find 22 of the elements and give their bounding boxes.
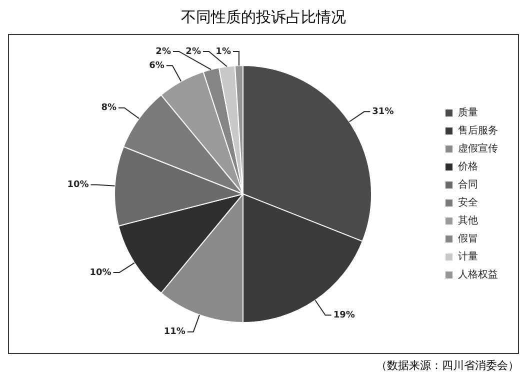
- legend-label: 假冒: [458, 234, 478, 245]
- data-label: 31%: [372, 107, 394, 117]
- legend-label: 人格权益: [458, 268, 498, 281]
- data-label: 10%: [90, 268, 112, 278]
- chart-title: 不同性质的投诉占比情况: [180, 8, 347, 28]
- legend-label: 售后服务: [458, 124, 498, 137]
- legend-label: 安全: [458, 196, 478, 209]
- legend-label: 虚假宣传: [458, 142, 498, 155]
- data-label: 6%: [149, 60, 164, 71]
- legend-label: 质量: [458, 106, 478, 119]
- data-label: 8%: [101, 103, 116, 114]
- data-label: 19%: [333, 310, 355, 321]
- data-label: 2%: [156, 46, 171, 57]
- data-label: 10%: [67, 180, 89, 190]
- legend-label: 价格: [457, 160, 478, 173]
- legend-label: 其他: [458, 214, 478, 227]
- text: （数据来源：四川省消委会）: [375, 358, 519, 373]
- data-label: 1%: [216, 46, 231, 57]
- legend-label: 计量: [458, 250, 478, 263]
- data-label: 11%: [164, 327, 186, 338]
- data-label: 2%: [186, 46, 201, 57]
- legend-label: 合同: [458, 178, 478, 191]
